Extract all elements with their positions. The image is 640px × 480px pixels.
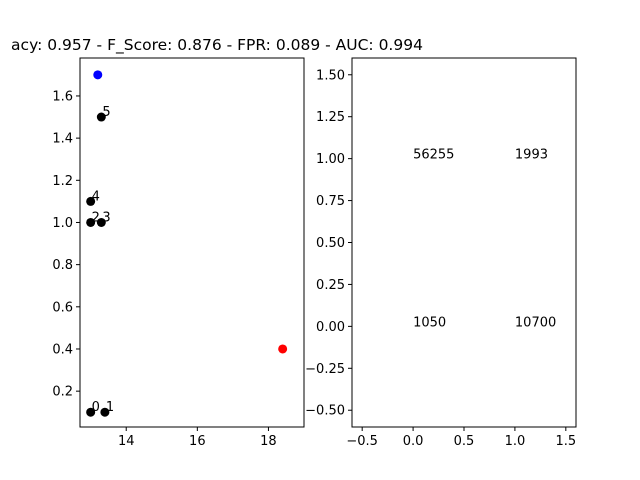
confusion-x-tick-label: −0.5 xyxy=(346,434,378,449)
scatter-y-tick-label: 0.2 xyxy=(52,385,73,400)
scatter-point-label: 0 xyxy=(92,400,100,415)
scatter-plot-frame xyxy=(79,57,305,428)
scatter-point xyxy=(96,217,106,227)
chart-title: acy: 0.957 - F_Score: 0.876 - FPR: 0.089… xyxy=(11,36,423,55)
scatter-point xyxy=(86,217,96,227)
scatter-point xyxy=(86,407,96,417)
scatter-y-tick-label: 1.4 xyxy=(52,132,73,147)
confusion-plot-frame xyxy=(351,57,577,428)
scatter-y-tick-label: 0.6 xyxy=(52,300,73,315)
confusion-x-tick-label: 0.0 xyxy=(403,434,424,449)
confusion-y-tick-label: 0.25 xyxy=(316,278,345,293)
scatter-y-tick-label: 1.0 xyxy=(52,216,73,231)
scatter-point xyxy=(93,70,103,80)
scatter-x-tick-label: 16 xyxy=(189,434,206,449)
scatter-point xyxy=(86,196,96,206)
scatter-y-tick-label: 0.8 xyxy=(52,258,73,273)
scatter-y-tick-label: 0.4 xyxy=(52,342,73,357)
confusion-y-tick-label: 0.00 xyxy=(316,320,345,335)
confusion-x-tick-label: 1.5 xyxy=(555,434,576,449)
confusion-x-tick-label: 0.5 xyxy=(454,434,475,449)
scatter-point-label: 3 xyxy=(102,210,110,225)
confusion-cell-value: 56255 xyxy=(413,148,454,163)
scatter-panel: 14 16 18 0.2 0.4 0.6 0.8 1.0 1.2 1.4 1.6 0 1 2 34 5 xyxy=(52,57,305,449)
confusion-y-tick-label: 0.50 xyxy=(316,236,345,251)
scatter-y-tick-label: 1.2 xyxy=(52,174,73,189)
scatter-point xyxy=(100,407,110,417)
scatter-point-label: 4 xyxy=(92,189,100,204)
confusion-cell-value: 1993 xyxy=(515,148,548,163)
confusion-cell-value: 10700 xyxy=(515,315,556,330)
scatter-y-tick-label: 1.6 xyxy=(52,89,73,104)
confusion-y-tick-label: 1.00 xyxy=(316,152,345,167)
scatter-point-label: 5 xyxy=(102,105,110,120)
scatter-point-label: 1 xyxy=(106,400,114,415)
confusion-y-tick-label: −0.25 xyxy=(305,362,345,377)
scatter-point-label: 2 xyxy=(92,210,100,225)
confusion-y-tick-label: 1.50 xyxy=(316,68,345,83)
confusion-y-tick-label: −0.50 xyxy=(305,404,345,419)
scatter-point xyxy=(278,344,288,354)
confusion-panel: −0.5 0.0 0.5 1.0 1.5 −0.50 −0.25 0.00 0.25 0.50 0.… xyxy=(305,57,577,449)
confusion-y-tick-label: 0.75 xyxy=(316,194,345,209)
scatter-point xyxy=(96,112,106,122)
scatter-x-tick-label: 14 xyxy=(118,434,135,449)
confusion-y-tick-label: 1.25 xyxy=(316,110,345,125)
scatter-x-tick-label: 18 xyxy=(260,434,277,449)
confusion-x-tick-label: 1.0 xyxy=(505,434,526,449)
confusion-cell-value: 1050 xyxy=(413,315,446,330)
